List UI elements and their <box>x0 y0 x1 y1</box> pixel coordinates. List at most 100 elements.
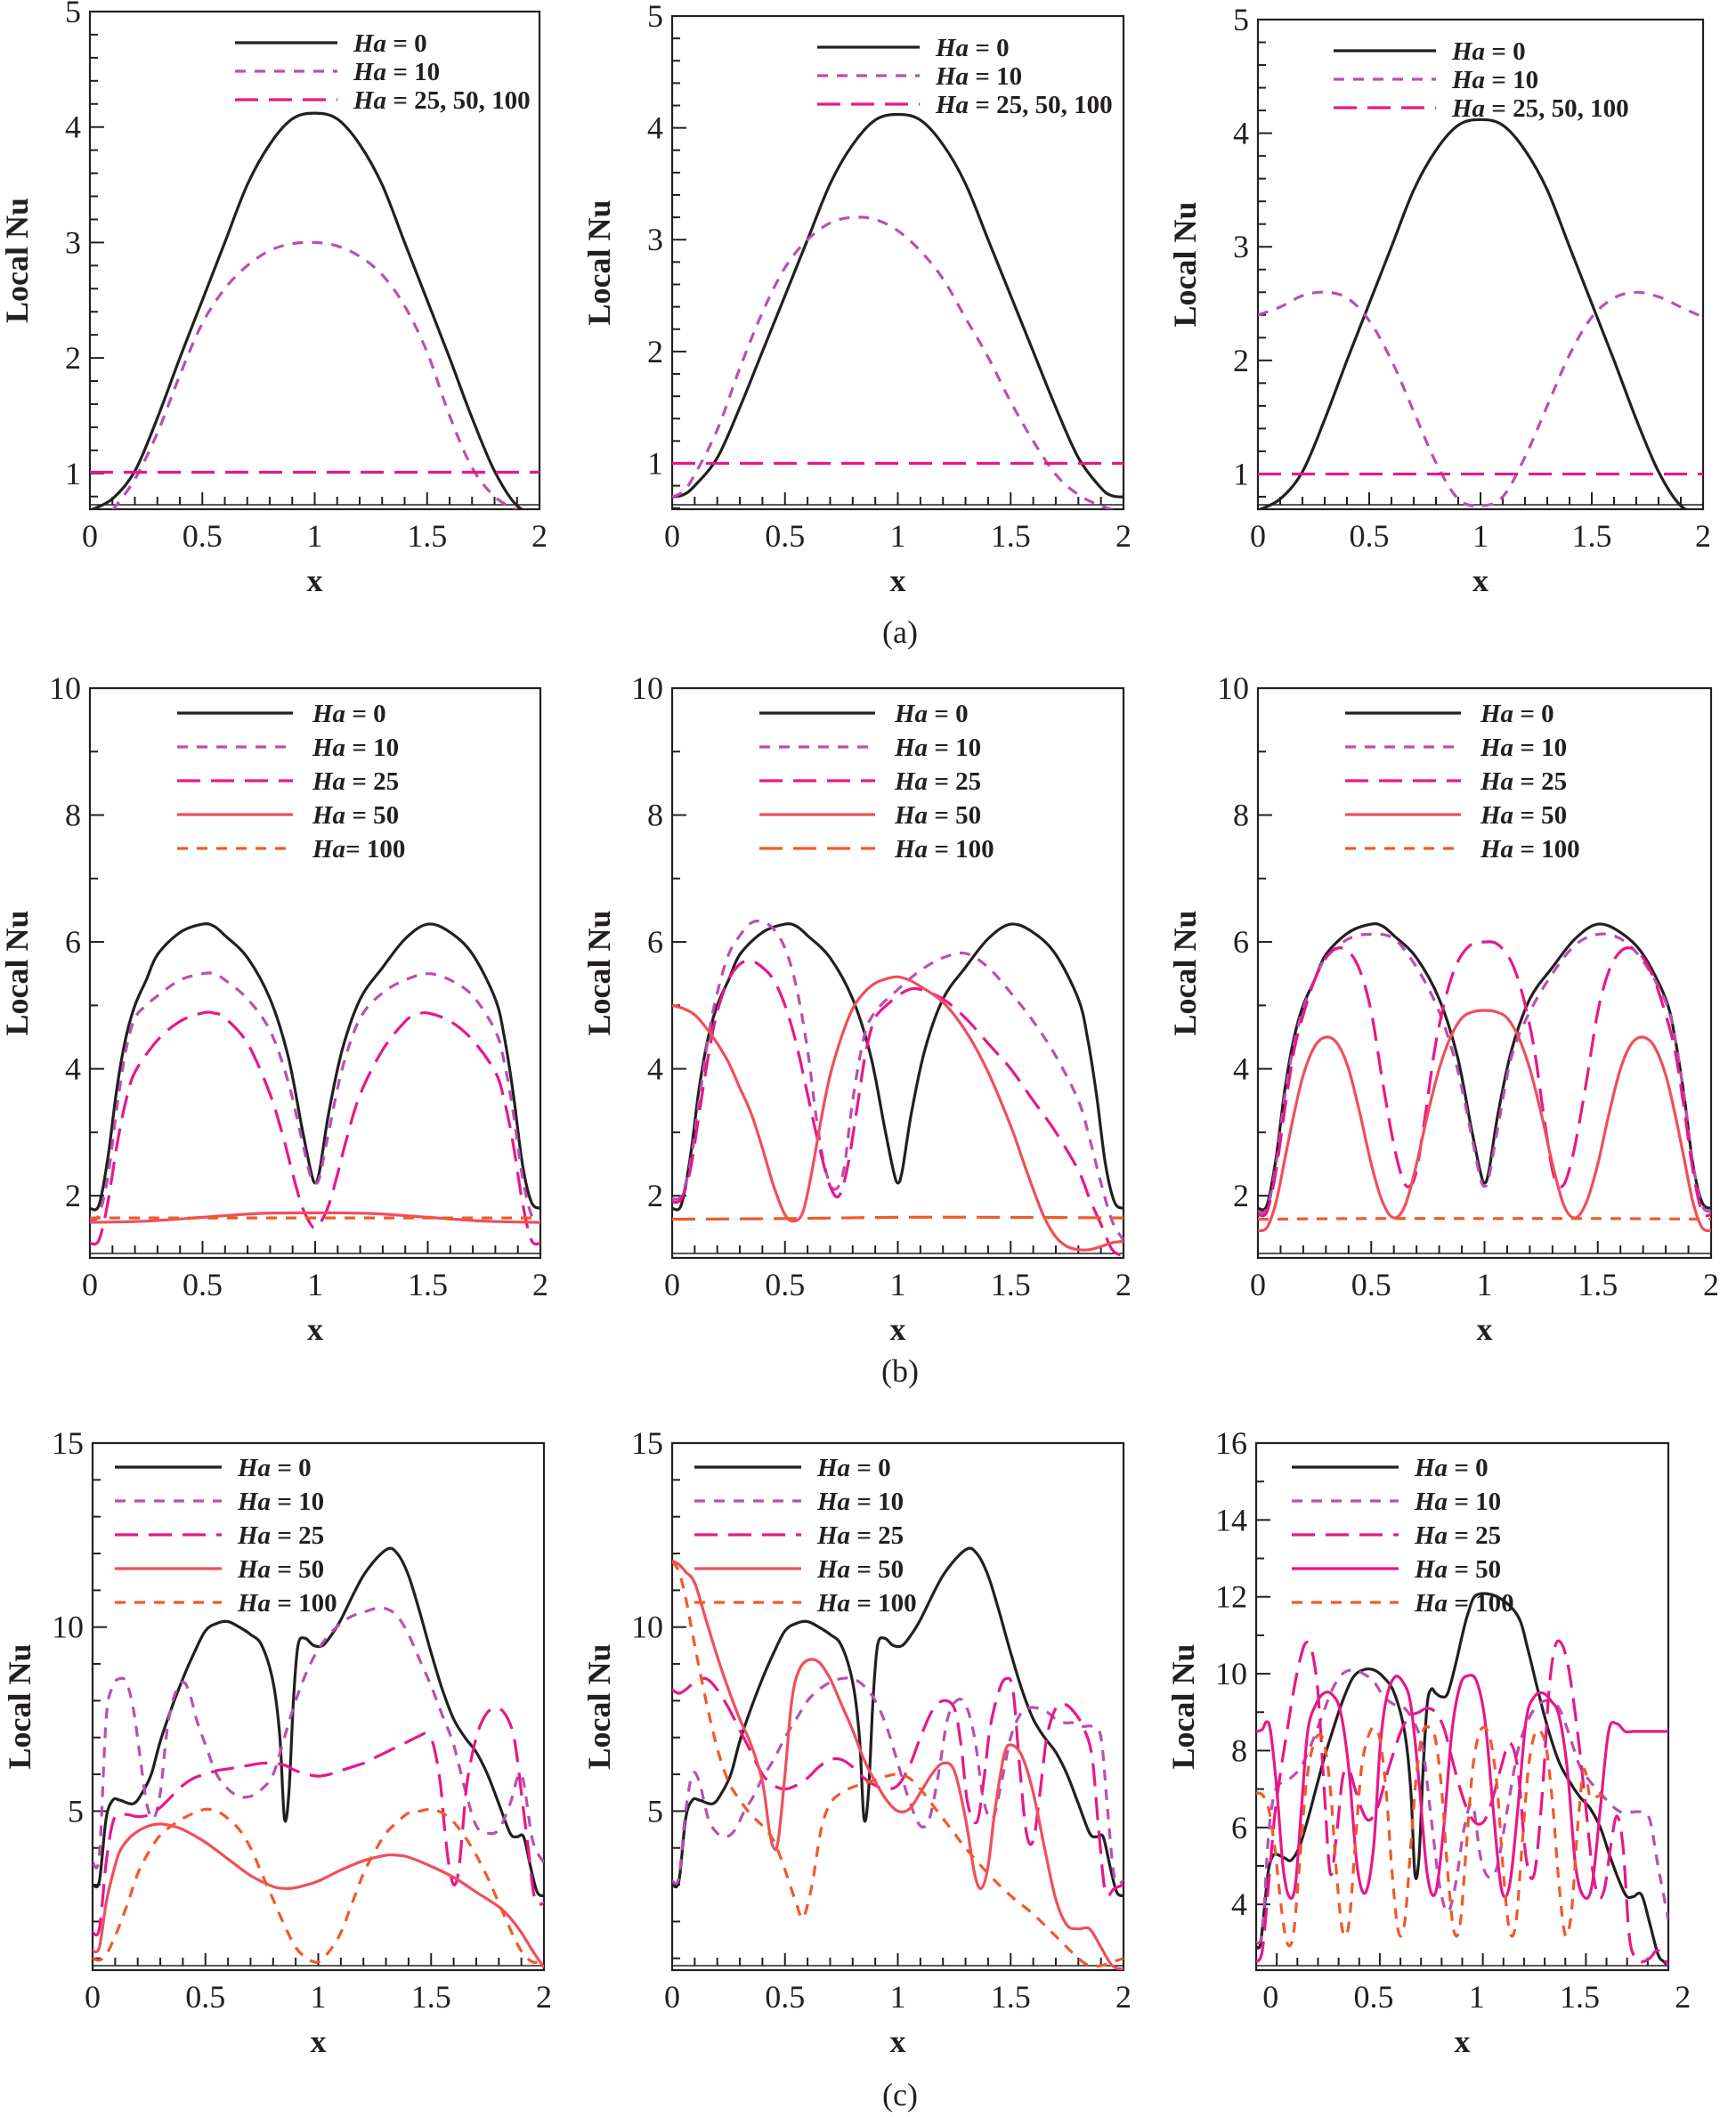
y-tick-label: 10 <box>1217 670 1249 706</box>
series-line-ha-50 <box>1258 1009 1711 1232</box>
y-tick-label: 1 <box>65 456 81 491</box>
y-tick-label: 10 <box>52 1610 84 1645</box>
y-tick-label: 2 <box>1233 1178 1249 1213</box>
x-tick-label: 0.5 <box>1351 1267 1391 1302</box>
y-tick-label: 1 <box>1233 456 1249 491</box>
series-line-ha-0 <box>1256 1592 1668 1967</box>
legend-label: Ha = 10 <box>1451 66 1538 94</box>
x-axis-title: x <box>1472 563 1489 598</box>
y-tick-label: 4 <box>647 110 663 146</box>
x-axis-title: x <box>890 2024 906 2059</box>
y-tick-label: 10 <box>631 670 663 706</box>
x-tick-label: 0.5 <box>183 1267 223 1302</box>
series-line-ha-25 <box>1258 940 1711 1218</box>
x-axis-title: x <box>311 2024 327 2059</box>
x-axis-title: x <box>307 1311 323 1347</box>
x-axis-title: x <box>1455 2024 1471 2059</box>
legend-label: Ha = 0 <box>312 700 386 728</box>
x-tick-label: 0 <box>664 1979 680 2015</box>
series-group <box>93 1546 544 1968</box>
legend-label: Ha = 100 <box>1480 835 1580 864</box>
legend-label: Ha = 25 <box>237 1521 324 1550</box>
x-tick-label: 2 <box>532 1267 548 1302</box>
x-tick-label: 0 <box>82 518 98 554</box>
x-tick-label: 1.5 <box>1578 1267 1618 1302</box>
x-tick-label: 1.5 <box>411 1979 451 2015</box>
legend-label: Ha= 100 <box>312 835 405 864</box>
legend-label: Ha = 0 <box>1451 37 1526 66</box>
x-tick-label: 0 <box>1250 1267 1266 1302</box>
x-tick-label: 0 <box>1250 518 1266 554</box>
legend-label: Ha = 10 <box>1414 1488 1501 1516</box>
y-tick-label: 10 <box>1215 1656 1247 1691</box>
legend: Ha = 0 Ha = 10 Ha = 25 Ha = 50 Ha = 100 <box>759 700 994 864</box>
y-tick-label: 8 <box>1233 798 1249 833</box>
y-tick-label: 6 <box>65 924 81 960</box>
y-tick-label: 4 <box>1231 1886 1247 1922</box>
series-line-ha-10 <box>1258 932 1711 1214</box>
legend: Ha = 0 Ha = 10 Ha = 25 Ha = 50 Ha= 100 <box>177 700 405 864</box>
plot-frame <box>1256 18 1705 511</box>
y-axis-title: Local Nu <box>0 198 35 323</box>
legend-label: Ha = 10 <box>1480 734 1567 762</box>
legend-label: Ha = 0 <box>1480 700 1554 728</box>
y-tick-label: 5 <box>647 0 663 34</box>
x-tick-label: 1 <box>1477 1267 1493 1302</box>
x-tick-label: 0.5 <box>765 518 805 554</box>
series-line-ha-0 <box>1258 118 1689 509</box>
x-tick-label: 2 <box>1115 518 1132 554</box>
legend-label: Ha = 25 <box>312 767 399 796</box>
x-axis-title: x <box>307 563 323 598</box>
legend-label: Ha = 0 <box>894 700 969 728</box>
legend-label: Ha = 25, 50, 100 <box>1451 94 1629 123</box>
y-tick-label: 12 <box>1215 1579 1247 1615</box>
legend: Ha = 0 Ha = 10 Ha = 25 Ha = 50 Ha = 100 <box>115 1454 337 1618</box>
x-tick-label: 1 <box>307 1267 323 1302</box>
x-tick-label: 1.5 <box>1560 1979 1600 2015</box>
series-group <box>90 922 540 1246</box>
y-tick-label: 5 <box>65 0 81 29</box>
series-line-ha-100 <box>672 1560 1124 1968</box>
series-line-ha-25 <box>672 959 1124 1258</box>
series-line-ha-100 <box>93 1807 544 1964</box>
y-tick-label: 14 <box>1215 1502 1247 1537</box>
y-axis-title: Local Nu <box>1165 1643 1201 1769</box>
legend-label: Ha = 10 <box>237 1488 324 1516</box>
x-tick-label: 1 <box>890 1979 906 2015</box>
x-tick-label: 0.5 <box>183 518 223 554</box>
y-axis-title: Local Nu <box>2 1643 37 1769</box>
series-line-ha-100 <box>672 1215 1124 1221</box>
series-group <box>672 112 1124 509</box>
legend-label: Ha = 0 <box>935 34 1010 62</box>
legend-label: Ha = 100 <box>1414 1589 1514 1618</box>
legend-label: Ha = 0 <box>237 1454 312 1482</box>
legend-label: Ha = 50 <box>312 801 399 830</box>
y-tick-label: 3 <box>647 222 663 257</box>
y-tick-label: 2 <box>1233 343 1249 378</box>
plot-frame <box>88 10 541 511</box>
series-line-ha-25 <box>90 1010 540 1246</box>
series-line-ha-0 <box>672 112 1124 499</box>
plot-frame <box>91 1441 546 1972</box>
x-tick-label: 2 <box>1675 1979 1691 2015</box>
y-axis-title: Local Nu <box>0 910 35 1035</box>
series-group <box>672 919 1124 1258</box>
x-tick-label: 0.5 <box>1353 1979 1393 2015</box>
legend-label: Ha = 25, 50, 100 <box>935 91 1113 119</box>
legend-label: Ha = 25 <box>816 1521 904 1550</box>
series-line-ha-100 <box>1258 1217 1711 1221</box>
y-axis-title: Local Nu <box>581 199 617 325</box>
y-tick-label: 15 <box>52 1425 84 1461</box>
plot-frame <box>1254 1441 1670 1972</box>
y-tick-label: 16 <box>1215 1425 1247 1461</box>
legend: Ha = 0 Ha = 10 Ha = 25 Ha = 50 Ha = 100 <box>1345 700 1580 864</box>
x-tick-label: 1 <box>311 1979 327 2015</box>
